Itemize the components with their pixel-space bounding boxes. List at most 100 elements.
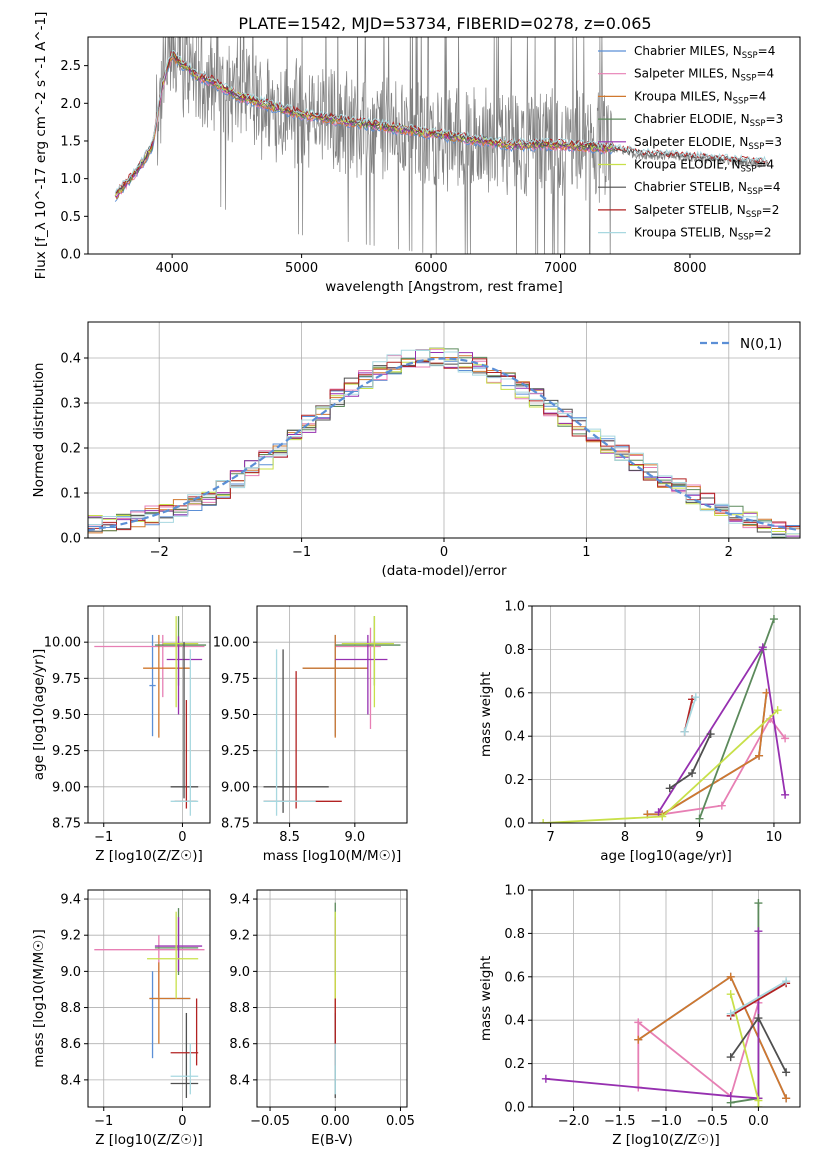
plot-area [532,606,800,823]
model-spectrum-line [114,54,613,197]
figure-title: PLATE=1542, MJD=53734, FIBERID=0278, z=0… [238,14,651,33]
y-tick-label: 9.75 [52,672,81,687]
mass-weight-line [730,980,787,1015]
mass-weight-marker [726,1009,735,1018]
axes-frame [256,605,408,824]
x-axis-label: mass [log10(M/M☉)] [263,848,402,864]
x-axis-label: Z [log10(Z/Z☉)] [612,1132,720,1148]
y-tick-label: 0.4 [504,1014,525,1029]
x-tick-label: 0 [440,545,448,560]
legend-entry: Salpeter ELODIE, NSSP=3 [634,135,782,152]
y-tick-label: 10.00 [44,636,81,651]
plot-layer: 4000 5000 6000 7000 80000.00.51.01.52.02.5wa… [31,12,801,1148]
mass-weight-marker [634,1018,643,1027]
mass-weight-marker [680,727,689,736]
x-tick-label: −0.05 [250,1114,290,1129]
x-tick-label: 0 [178,1114,186,1129]
y-tick-label: 9.2 [60,929,81,944]
x-axis-label: wavelength [Angstrom, rest frame] [325,279,563,295]
y-tick-label: 0.6 [504,686,525,701]
x-tick-label: 8.5 [279,830,300,845]
model-spectrum-line [114,52,613,197]
mass-weight-marker [658,812,667,821]
y-axis-label: Normed distribution [31,363,47,498]
axes-frame [531,605,801,824]
y-tick-label: 9.25 [221,744,250,759]
plot-area [88,606,210,823]
mass-weight-marker [782,1068,791,1077]
y-axis-label: mass [log10(M/M☉)] [31,929,47,1068]
mass-weight-marker [769,615,778,624]
axes-frame [531,889,801,1108]
x-tick-label: 7000 [544,261,577,276]
y-axis-label: mass weight [478,672,494,757]
y-tick-label: 8.4 [60,1073,81,1088]
y-tick-label: 0.2 [60,442,81,457]
y-tick-label: 1.0 [60,172,81,187]
axes-mass_vs_ebv: −0.05 0.00 0.05 8.4 8.6 8.8 9.0 9.2 9.4 E(B-V) [229,889,415,1148]
axes-frame [87,889,211,1108]
x-tick-label: 7 [546,830,554,845]
mass-weight-marker [691,693,700,702]
y-tick-label: 0.6 [504,970,525,985]
legend-entry: Chabrier STELIB, NSSP=4 [634,180,781,197]
x-tick-label: 8000 [673,261,706,276]
x-tick-label: 0.05 [386,1114,415,1129]
x-tick-label: 8 [621,830,629,845]
mass-weight-marker [758,643,767,652]
y-tick-label: 8.6 [229,1037,250,1052]
mass-weight-marker [781,790,790,799]
axes-spectrum: 4000 5000 6000 7000 8000 0.0 0.5 1.0 1.5 2.0 2.5 wa… [33,12,801,295]
axes-frame [87,321,801,539]
legend-entry: Salpeter STELIB, NSSP=2 [634,203,779,220]
mass-weight-line [647,692,768,816]
y-tick-label: 2.0 [60,97,81,112]
mass-weight-line [647,692,768,816]
mass-weight-marker [781,734,790,743]
mass-weight-line [637,1002,760,1098]
y-axis-label: mass weight [478,956,494,1041]
mass-weight-marker [539,819,548,823]
mass-weight-marker [706,730,715,739]
mass-weight-line [662,717,786,816]
y-tick-label: 0.4 [504,730,525,745]
x-tick-label: −1.5 [604,1114,636,1129]
y-axis-label: Flux [f_λ 10^-17 erg cm^-2 s^-1 A^-1] [33,12,49,280]
axes-age_vs_Z: −1 0 8.75 9.00 9.25 9.50 9.75 10.00 Z [log10(Z/Z… [31,605,211,864]
y-tick-label: 8.6 [60,1037,81,1052]
y-tick-label: 0.4 [60,352,81,367]
mass-weight-marker [654,808,663,817]
x-tick-label: −1 [94,830,113,845]
plot-area [257,606,407,823]
x-axis-label: Z [log10(Z/Z☉)] [95,1132,203,1148]
x-axis-label: E(B-V) [311,1132,353,1148]
legend-entry: Chabrier MILES, NSSP=4 [634,44,775,61]
y-tick-label: 8.75 [221,817,250,832]
y-tick-label: 1.5 [60,134,81,149]
y-tick-label: 0.8 [504,927,525,942]
mass-weight-marker [541,1074,550,1083]
mass-weight-marker [717,801,726,810]
y-tick-label: 9.4 [60,893,81,908]
plot-area [532,890,800,1107]
x-tick-label: 1 [582,545,590,560]
x-tick-label: −1 [94,1114,113,1129]
y-tick-label: 1.0 [504,884,525,899]
x-tick-label: −2 [150,545,169,560]
legend-entry: Kroupa STELIB, NSSP=2 [634,226,772,243]
mass-weight-marker [754,1014,763,1023]
mass-weight-marker [782,1094,791,1103]
x-tick-label: −0.5 [696,1114,728,1129]
x-tick-label: 5000 [285,261,318,276]
legend-entry: Kroupa ELODIE, NSSP=4 [634,158,774,175]
x-tick-label: 4000 [156,261,189,276]
x-tick-label: −2.0 [558,1114,590,1129]
mass-weight-marker [695,814,704,823]
y-tick-label: 8.4 [229,1073,250,1088]
mass-weight-marker [773,706,782,715]
mass-weight-marker [754,927,763,936]
x-axis-label: Z [log10(Z/Z☉)] [95,848,203,864]
plot-area [257,890,407,1107]
axes-age_vs_mass: 8.5 9.0 8.75 9.00 9.25 9.50 9.75 10.00 mass [log… [213,605,408,864]
y-tick-label: 2.5 [60,59,81,74]
